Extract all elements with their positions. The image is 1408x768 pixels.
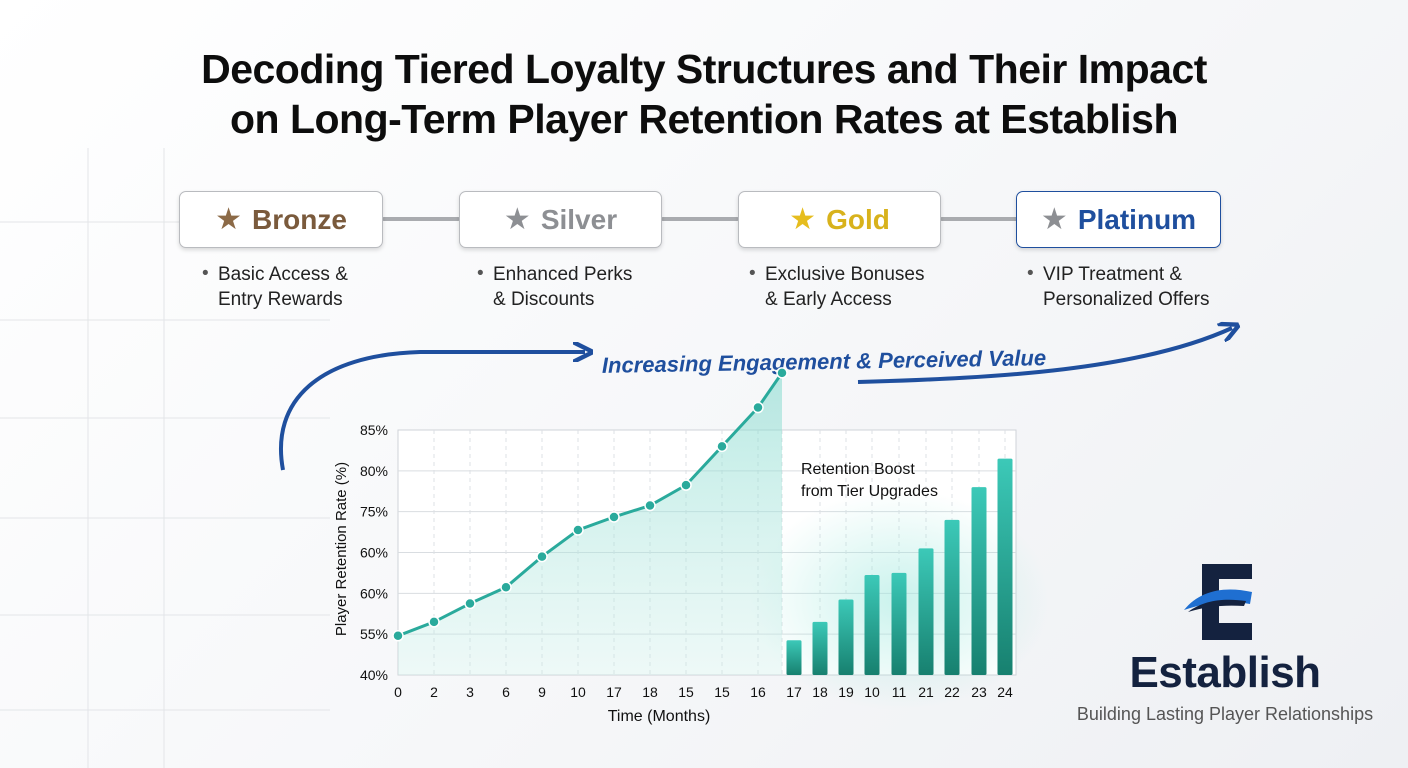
tier-name: Silver [540, 203, 618, 235]
y-tick-label: 85% [360, 422, 388, 438]
line-point [464, 597, 476, 610]
y-tick-label: 60% [360, 545, 388, 561]
line-point [500, 581, 512, 593]
line-point [716, 440, 728, 453]
line-point [536, 550, 548, 563]
retention-bar [971, 487, 987, 675]
retention-bar [918, 548, 934, 675]
line-area-fill [398, 372, 782, 675]
tier-connector [382, 217, 460, 221]
tier-desc-line: Basic Access & [218, 264, 348, 285]
x-tick-label: 17 [606, 684, 622, 700]
x-tick-label: 23 [971, 684, 987, 700]
x-tick-label: 9 [538, 684, 546, 700]
tier-desc-line: Entry Rewards [218, 289, 343, 310]
annotation-line-2: from Tier Upgrades [801, 483, 938, 500]
y-tick-label: 60% [360, 585, 388, 601]
retention-bar [997, 458, 1013, 675]
page-title: Decoding Tiered Loyalty Structures and T… [0, 44, 1408, 144]
tier-bronze: ★ Bronze [179, 191, 383, 248]
x-tick-label: 10 [570, 684, 586, 700]
x-tick-label: 3 [466, 684, 474, 700]
line-point [392, 630, 404, 642]
y-axis-label: Player Retention Rate (%) [333, 462, 350, 636]
x-axis-label: Time (Months) [608, 708, 711, 725]
tier-gold: ★ Gold [738, 191, 941, 248]
star-icon: ★ [215, 202, 242, 236]
establish-e-logo-icon [1184, 564, 1252, 640]
tier-desc-line: VIP Treatment & [1043, 264, 1183, 285]
tier-desc-line: Personalized Offers [1043, 289, 1210, 310]
x-tick-label: 15 [678, 684, 694, 700]
tier-description-platinum: • VIP Treatment & Personalized Offers [1027, 262, 1210, 312]
x-tick-label: 24 [997, 684, 1013, 700]
line-point [644, 499, 656, 512]
background-grid [0, 148, 330, 768]
retention-bar [864, 574, 880, 675]
y-tick-label: 55% [360, 626, 388, 642]
tier-progression: ★ Bronze ★ Silver ★ Gold ★ Platinum • Ba… [0, 0, 1408, 330]
retention-bar [891, 572, 907, 675]
brand-name: Establish [1129, 648, 1321, 697]
x-tick-label: 18 [642, 684, 658, 700]
tier-connector [940, 217, 1018, 221]
x-tick-label: 0 [394, 684, 402, 700]
x-tick-label: 19 [838, 684, 854, 700]
tier-name: Bronze [252, 203, 347, 235]
bullet-icon: • [749, 263, 756, 284]
line-point [428, 616, 440, 628]
tier-name: Gold [826, 203, 890, 235]
retention-line [397, 371, 784, 638]
engagement-arrow-right [857, 328, 1232, 384]
x-tick-label: 6 [502, 684, 510, 700]
x-tick-label: 2 [430, 684, 438, 700]
line-point [572, 524, 584, 536]
retention-bar [786, 640, 802, 675]
line-point [752, 401, 764, 414]
y-tick-label: 80% [360, 463, 388, 479]
line-point [680, 479, 692, 491]
star-icon: ★ [503, 202, 531, 236]
title-line-2: on Long-Term Player Retention Rates at E… [229, 96, 1179, 142]
title-line-1: Decoding Tiered Loyalty Structures and T… [201, 46, 1207, 92]
y-tick-label: 40% [360, 667, 388, 683]
tier-desc-line: Exclusive Bonuses [765, 264, 925, 285]
y-tick-label: 75% [360, 504, 388, 520]
x-tick-label: 16 [750, 684, 766, 700]
retention-bar [812, 621, 828, 675]
tier-desc-line: & Early Access [765, 289, 892, 310]
x-tick-label: 10 [864, 684, 880, 700]
x-tick-label: 11 [892, 684, 907, 700]
tier-desc-line: & Discounts [493, 289, 595, 310]
x-tick-label: 22 [944, 684, 960, 700]
tier-connector [661, 217, 739, 221]
tier-desc-line: Enhanced Perks [493, 264, 633, 285]
line-point [608, 511, 620, 523]
x-tick-label: 15 [714, 684, 730, 700]
tier-description-gold: • Exclusive Bonuses & Early Access [749, 262, 925, 312]
tier-description-silver: • Enhanced Perks & Discounts [477, 262, 633, 312]
bullet-icon: • [1027, 263, 1034, 284]
brand-tagline: Building Lasting Player Relationships [1076, 704, 1374, 724]
star-icon: ★ [789, 202, 817, 236]
bullet-icon: • [202, 263, 209, 284]
tier-platinum: ★ Platinum [1016, 191, 1221, 248]
x-tick-label: 21 [918, 684, 934, 700]
x-tick-label: 17 [786, 684, 802, 700]
tier-silver: ★ Silver [459, 191, 662, 248]
x-tick-label: 18 [812, 684, 828, 700]
tier-description-bronze: • Basic Access & Entry Rewards [202, 262, 348, 312]
star-icon: ★ [1040, 202, 1068, 236]
bullet-icon: • [477, 263, 484, 284]
line-point [776, 367, 788, 379]
retention-bar [838, 599, 854, 675]
engagement-arrow-left [279, 352, 585, 471]
annotation-line-1: Retention Boost [801, 461, 915, 478]
retention-bar [944, 519, 960, 675]
tier-name: Platinum [1077, 203, 1197, 235]
